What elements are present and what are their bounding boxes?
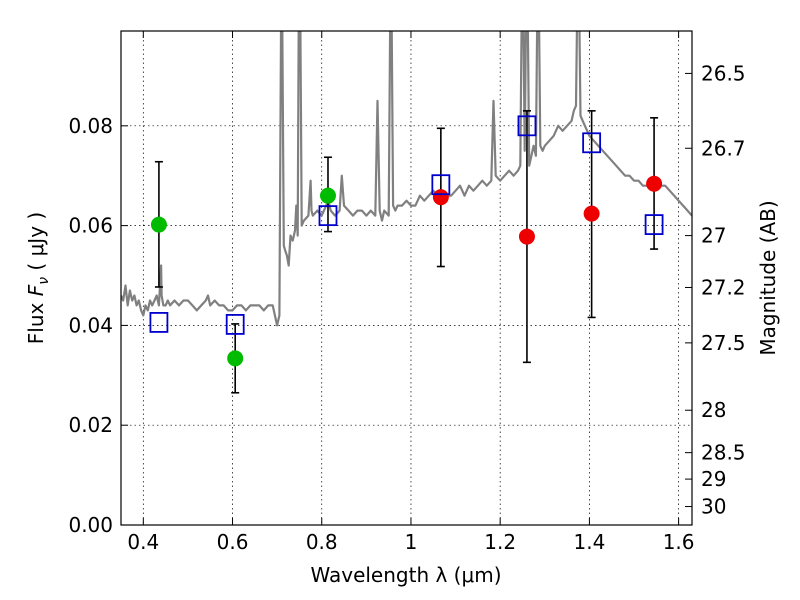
x-tick-label: 1.4 — [573, 530, 605, 554]
data-point — [432, 189, 449, 206]
model-square — [149, 312, 169, 333]
y2-tick-label: 29 — [701, 467, 726, 491]
y2-tick-label: 27 — [701, 224, 726, 248]
plot-background — [121, 31, 692, 525]
y-tick-label: 0.06 — [68, 214, 113, 238]
y2-tick-label: 26.7 — [701, 136, 746, 160]
ticks: 0.4 0.6 0.8 1 1.2 1.4 1.6 0.00 0.02 0.04 0.06 0.08 2… — [68, 31, 746, 554]
model-square — [582, 132, 602, 154]
x-tick-label: 0.6 — [217, 530, 249, 554]
y-tick-label: 0.04 — [68, 313, 113, 337]
y-tick-label: 0.00 — [68, 513, 113, 537]
data-layer — [121, 31, 692, 327]
data-point — [150, 216, 167, 233]
y-axis-label-symbol: F — [24, 284, 48, 296]
y-axis-label-unit: ( μJy ) — [24, 212, 48, 277]
y2-tick-label: 27.5 — [701, 331, 746, 355]
plot-frame — [120, 30, 693, 526]
data-point — [646, 175, 663, 192]
y-tick-label: 0.08 — [68, 114, 113, 138]
spectrum-line — [121, 31, 692, 327]
x-tick-label: 0.8 — [306, 530, 338, 554]
x-tick-label: 1.2 — [484, 530, 516, 554]
model-square — [318, 205, 338, 227]
y2-tick-label: 30 — [701, 495, 726, 519]
x-axis-label: Wavelength λ (μm) — [310, 563, 501, 587]
y2-tick-label: 27.2 — [701, 275, 746, 299]
data-point — [518, 228, 535, 245]
y-tick-label: 0.02 — [68, 413, 113, 437]
y-axis-label: Flux Fν ( μJy ) — [24, 212, 52, 344]
data-point — [583, 205, 600, 222]
model-square — [431, 174, 451, 196]
data-point — [319, 187, 336, 204]
x-tick-label: 1.6 — [663, 530, 695, 554]
y2-axis-label: Magnitude (AB) — [756, 200, 780, 355]
y-axis-label-subscript: ν — [36, 277, 52, 285]
data-point — [227, 350, 244, 367]
y-axis-label-prefix: Flux — [24, 296, 48, 344]
model-square — [517, 115, 537, 137]
y2-tick-label: 28.5 — [701, 441, 746, 465]
x-tick-label: 0.4 — [127, 530, 159, 554]
model-square — [644, 214, 664, 236]
y2-tick-label: 26.5 — [701, 61, 746, 85]
model-square — [225, 314, 245, 335]
points-layer — [149, 110, 664, 394]
y2-tick-label: 28 — [701, 398, 726, 422]
x-tick-label: 1 — [405, 530, 418, 554]
